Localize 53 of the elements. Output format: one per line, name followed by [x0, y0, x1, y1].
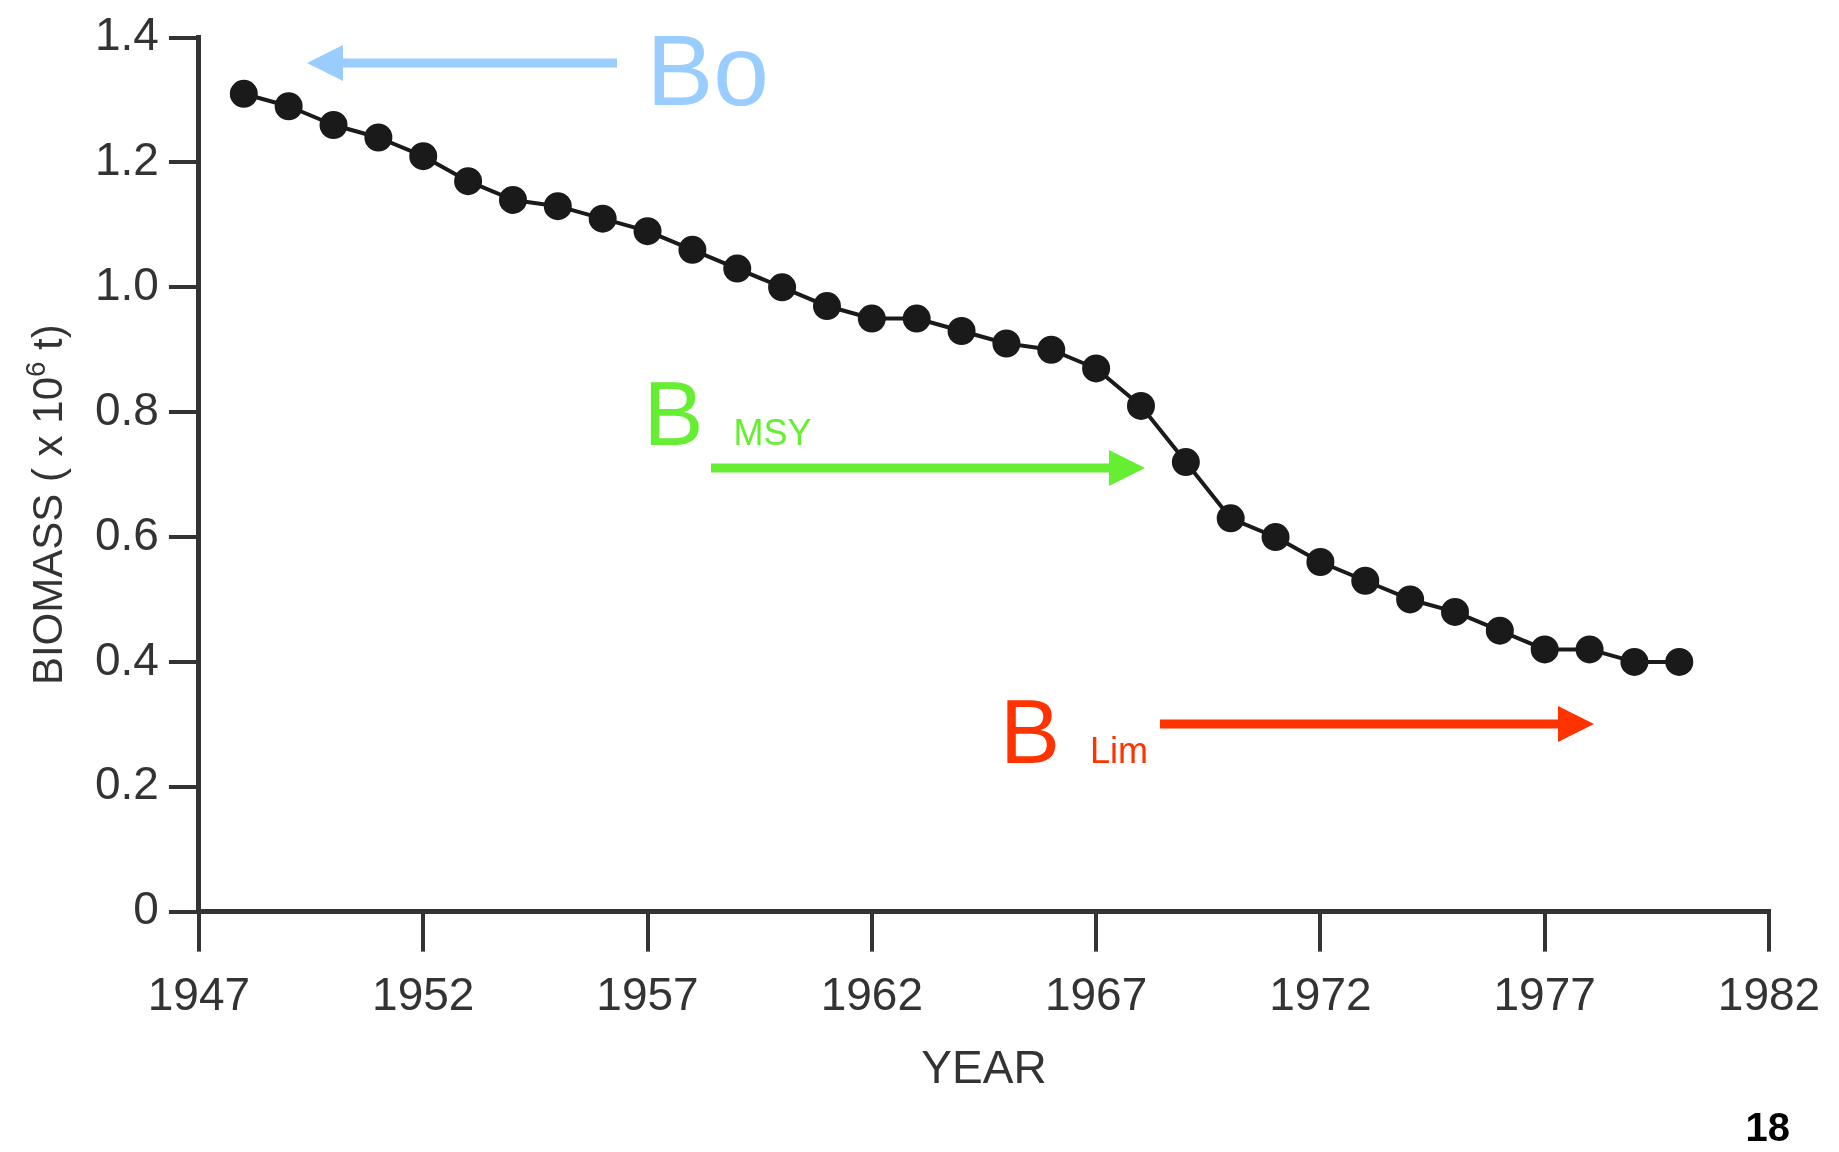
- point: [902, 304, 931, 333]
- text: 18: [1745, 1105, 1790, 1150]
- y-tick-label: 0.2: [94, 757, 159, 810]
- point: [633, 217, 662, 246]
- point: [857, 304, 886, 333]
- point: [229, 79, 258, 108]
- point: [678, 235, 707, 264]
- point: [1440, 597, 1469, 626]
- point: [364, 123, 393, 152]
- point: [1530, 635, 1559, 664]
- point: [454, 167, 483, 196]
- point: [1261, 523, 1290, 552]
- x-tick-label: 1982: [1717, 967, 1821, 1020]
- x-tick-label: 1952: [372, 967, 475, 1020]
- x-tick-label: 1977: [1493, 967, 1596, 1020]
- point: [274, 92, 303, 121]
- point: [543, 192, 572, 221]
- y-tick-label: 0.6: [94, 507, 159, 560]
- point: [1351, 566, 1380, 595]
- point: [1620, 647, 1649, 676]
- point: [723, 254, 752, 283]
- annotation: Bo: [646, 13, 769, 126]
- point: [1306, 548, 1335, 576]
- y-tick-label: 0: [133, 882, 159, 935]
- point: [409, 142, 438, 171]
- point: [947, 317, 976, 346]
- y-tick-label: 1.2: [94, 133, 159, 186]
- point: [1396, 585, 1425, 614]
- x-tick-label: 1972: [1269, 967, 1372, 1020]
- x-axis-title: YEAR: [921, 1041, 1047, 1094]
- point: [768, 273, 797, 302]
- point: [588, 204, 617, 233]
- point: [1575, 635, 1604, 664]
- point: [1171, 448, 1200, 477]
- point: [812, 292, 841, 321]
- y-axis-title: BIOMASS ( x 106 t): [20, 324, 71, 686]
- y-tick-label: 0.8: [94, 382, 159, 435]
- point: [1665, 647, 1694, 676]
- point: [992, 329, 1021, 358]
- y-tick-label: 1.0: [94, 258, 159, 310]
- x-tick-label: 1957: [596, 967, 699, 1020]
- point: [319, 111, 348, 139]
- x-tick-label: 1947: [147, 967, 251, 1020]
- point: [1216, 504, 1245, 533]
- point: [1082, 354, 1111, 383]
- point: [1126, 391, 1155, 420]
- point: [1037, 335, 1066, 364]
- point: [1485, 616, 1514, 645]
- point: [498, 185, 527, 214]
- x-tick-label: 1967: [1044, 967, 1148, 1020]
- y-tick-label: 0.4: [94, 632, 159, 685]
- y-tick-label: 1.4: [94, 8, 159, 61]
- x-tick-label: 1962: [820, 967, 923, 1020]
